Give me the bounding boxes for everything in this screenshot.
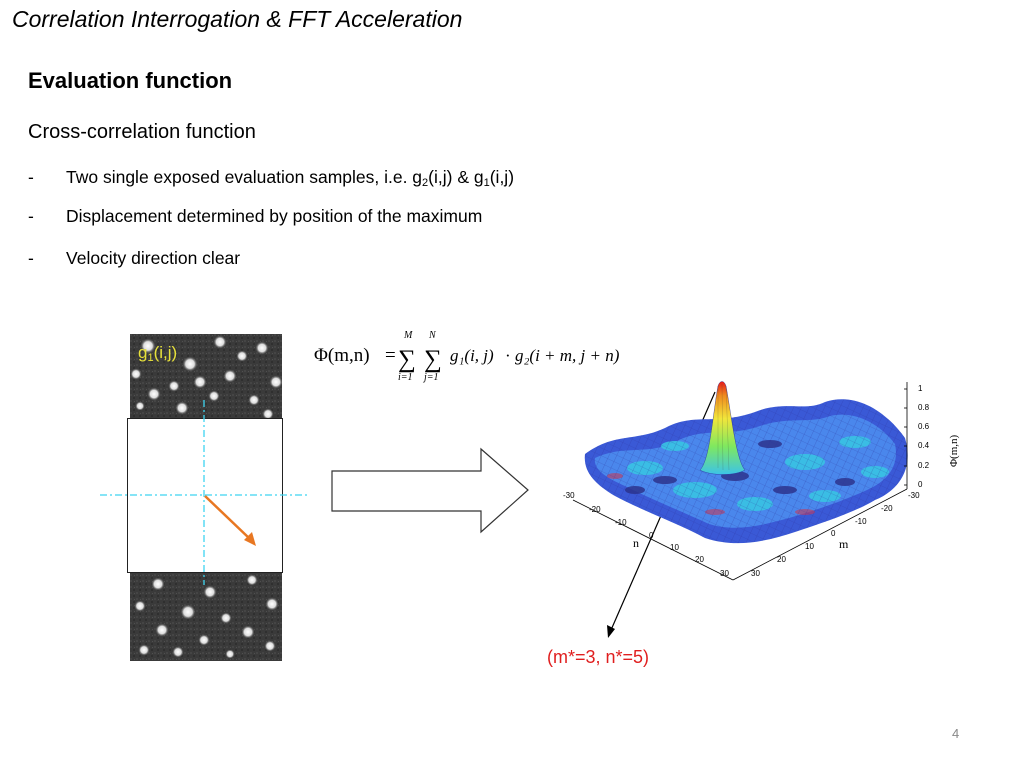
correlation-formula: Φ(m,n) = M ∑ i=1 N ∑ j=1 g₁(i, j) · g₂(i…: [314, 330, 620, 383]
svg-text:1: 1: [918, 384, 923, 393]
svg-text:20: 20: [777, 555, 786, 564]
z-axis-ticks: 0 0.2 0.4 0.6 0.8 1: [904, 384, 930, 489]
sum1-symbol: ∑: [398, 346, 416, 373]
block-arrow: [331, 447, 529, 534]
correlation-surface-plot: -30 -20 -10 0 10 20 30 -30 -20 -10 0 10 …: [563, 381, 960, 581]
sum2-upper: N: [428, 330, 437, 341]
bullet-text: Velocity direction clear: [66, 248, 241, 268]
svg-text:0: 0: [831, 529, 836, 538]
svg-text:10: 10: [805, 542, 814, 551]
svg-text:20: 20: [695, 555, 704, 564]
svg-text:30: 30: [720, 569, 729, 578]
svg-text:-10: -10: [615, 518, 627, 527]
interrogation-window: [127, 418, 283, 573]
svg-text:-30: -30: [563, 491, 575, 500]
formula-equals: =: [385, 345, 396, 366]
svg-text:0.4: 0.4: [918, 441, 930, 450]
bullet-dash: -: [28, 167, 34, 187]
bullet-dash: -: [28, 206, 34, 226]
image-label: g1(i,j): [138, 343, 178, 364]
formula-term1: g₁(i, j): [450, 346, 494, 365]
bullet-text: Displacement determined by position of t…: [66, 206, 483, 226]
svg-text:-30: -30: [908, 491, 920, 500]
n-axis-label: n: [633, 536, 639, 550]
slide-title: Correlation Interrogation & FFT Accelera…: [12, 6, 463, 32]
svg-text:-20: -20: [881, 504, 893, 513]
bullet-text: Two single exposed evaluation samples, i…: [66, 167, 515, 189]
svg-text:0: 0: [918, 480, 923, 489]
svg-text:0: 0: [649, 531, 654, 540]
sum1-upper: M: [403, 330, 413, 341]
z-axis-label: Φ(m,n): [948, 434, 960, 467]
bullet-dash: -: [28, 248, 34, 268]
subheading: Cross-correlation function: [28, 121, 256, 143]
sum1-lower: i=1: [398, 372, 413, 383]
slide-number: 4: [952, 726, 960, 741]
svg-text:-20: -20: [589, 505, 601, 514]
surface: [584, 381, 908, 544]
svg-text:0.8: 0.8: [918, 403, 930, 412]
svg-text:30: 30: [751, 569, 760, 578]
n-axis-ticks: -30 -20 -10 0 10 20 30: [563, 491, 729, 578]
formula-dot: ·: [505, 346, 511, 365]
svg-text:0.2: 0.2: [918, 461, 930, 470]
svg-text:0.6: 0.6: [918, 422, 930, 431]
m-axis-label: m: [839, 537, 849, 551]
formula-lhs: Φ(m,n): [314, 345, 370, 366]
sum2-symbol: ∑: [424, 346, 442, 373]
svg-text:10: 10: [670, 543, 679, 552]
axes: [572, 382, 908, 581]
peak-result-label: (m*=3, n*=5): [547, 647, 650, 667]
svg-text:-10: -10: [855, 517, 867, 526]
sum2-lower: j=1: [422, 372, 439, 383]
section-heading: Evaluation function: [28, 68, 233, 93]
formula-term2: g₂(i + m, j + n): [515, 346, 620, 365]
particles: [130, 335, 282, 659]
m-axis-ticks: -30 -20 -10 0 10 20 30: [751, 491, 920, 578]
